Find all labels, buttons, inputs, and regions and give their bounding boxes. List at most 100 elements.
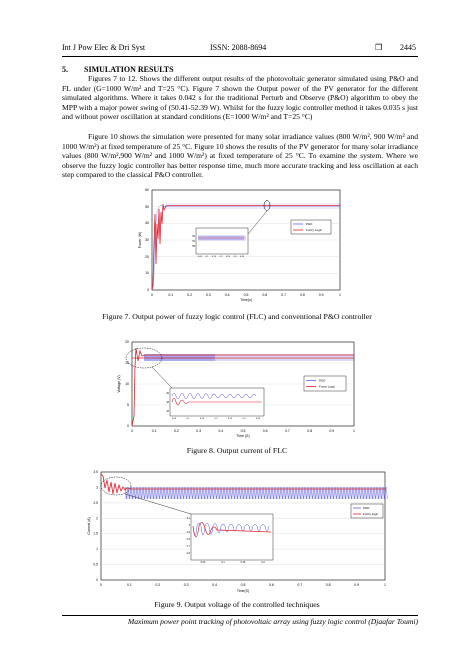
figure-8-x-tick-labels: 0 0.1 0.2 0.3 0.4 0.5 0.6 0.7 0.8 0.9 1	[131, 429, 355, 433]
x-tick-label: 0.8	[307, 429, 312, 433]
figure-8-zoom-connector	[151, 366, 173, 389]
x-tick-label: 0.2	[174, 429, 179, 433]
figure-7-po-trace	[152, 204, 340, 291]
x-tick-label: 0.8	[300, 293, 305, 297]
figure-9-x-axis-label: Time(S)	[237, 589, 249, 593]
figure-9-y-axis-label: Current (A)	[87, 517, 91, 534]
x-tick-label: 0.2	[155, 583, 160, 587]
x-tick-label: 0.1	[152, 429, 157, 433]
x-tick-label: 0.6	[263, 429, 268, 433]
x-tick-label: 0.4	[212, 583, 217, 587]
x-tick-label: 0.5	[244, 293, 249, 297]
figure-9-zoom-marker	[100, 476, 132, 496]
legend-entry-fuzzy: Fuzzy Logic	[319, 385, 336, 389]
x-tick-label: 1	[384, 583, 386, 587]
figure-9-zoom-connector	[124, 493, 192, 515]
legend-entry-po: P&O	[363, 506, 370, 510]
figure-8-caption: Figure 8. Output current of FLC	[186, 446, 288, 455]
inset-x-tick-label: 0.05	[172, 418, 177, 420]
y-tick-label: 0	[96, 578, 98, 582]
x-tick-label: 1	[353, 429, 355, 433]
figure-7-po-oscillation-band	[165, 203, 341, 209]
footer-running-title: Maximum power point tracking of photovol…	[127, 617, 418, 626]
inset-x-tick-label: 0.15	[212, 256, 217, 258]
inset-y-tick-label: 2.8	[187, 538, 191, 541]
x-tick-label: 0.2	[187, 293, 192, 297]
square-box-icon: ❒	[375, 43, 383, 52]
figure-7-x-axis-label: Time(s)	[240, 298, 252, 302]
inset-y-tick-label: 2.6	[187, 552, 191, 555]
inset-x-tick-label: 0.05	[201, 561, 206, 564]
figure-8-legend: P&O Fuzzy Logic	[303, 375, 347, 392]
figure-7-inset: 52 51 50 0.05 0.1 0.15 0.2 0.25 0.3 0.35	[192, 227, 249, 258]
x-tick-label: 0.1	[168, 293, 173, 297]
inset-x-tick-label: 0.25	[226, 256, 231, 258]
section-title: 5. SIMULATION RESULTS	[62, 65, 174, 74]
inset-y-tick-label: 2.9	[187, 531, 191, 534]
inset-x-tick-label: 0.15	[200, 418, 205, 420]
figure-7-fuzzy-trace	[151, 203, 340, 291]
figure-7-y-axis-label: Power (W)	[138, 232, 142, 249]
figure-8-po-oscillation-band	[144, 354, 354, 361]
y-tick-label: 0	[147, 288, 149, 292]
y-tick-label: 3	[96, 485, 98, 489]
footer-rule	[62, 615, 418, 616]
y-tick-label: 40	[145, 221, 149, 225]
inset-x-tick-label: 0.35	[256, 418, 261, 420]
y-tick-label: 15	[125, 361, 129, 365]
figure-9-x-tick-labels: 0 0.1 0.2 0.3 0.4 0.5 0.6 0.7 0.8 0.9 1	[100, 583, 386, 587]
x-tick-label: 0.9	[354, 583, 359, 587]
paragraph-1: Figures 7 to 12. Shows the different out…	[62, 74, 418, 122]
figure-9-caption: Figure 9. Output voltage of the controll…	[154, 600, 320, 609]
y-tick-label: 5	[127, 403, 129, 407]
x-tick-label: 0.9	[319, 293, 324, 297]
inset-x-tick-label: 0.3	[233, 256, 237, 258]
inset-y-tick-label: 2.7	[187, 545, 191, 548]
y-tick-label: 2	[96, 516, 98, 520]
y-tick-label: 30	[145, 238, 149, 242]
figure-7-legend: P&O Fuzzy Logic	[290, 219, 332, 235]
legend-entry-fuzzy: Fuzzy Logic	[306, 228, 323, 232]
figure-8-x-axis-label: Time (S)	[236, 434, 249, 438]
inset-y-tick-label: 51	[192, 240, 195, 243]
figure-7-zoom-marker	[263, 200, 271, 211]
figure-8-fuzzy-band	[132, 357, 354, 359]
figure-8-chart: 0 5 10 15 20 0 0.1 0.2 0.3 0.4 0.5 0.6 0…	[112, 336, 362, 438]
x-tick-label: 0.3	[206, 293, 211, 297]
figure-9-fuzzy-trace	[100, 473, 385, 495]
legend-entry-fuzzy: Fuzzy logic	[363, 512, 379, 516]
inset-x-tick-label: 0.2	[261, 561, 265, 564]
figure-7-chart: 0 10 20 30 40 50 60 0 0.1 0.2 0.3 0.4 0.…	[136, 184, 348, 302]
x-tick-label: 0.6	[262, 293, 267, 297]
y-tick-label: 10	[125, 382, 129, 386]
legend-entry-po: P&O	[319, 379, 326, 383]
figure-9-chart: 0 0.5 1 1.5 2 2.5 3 3.5 0 0.1 0.2 0.3 0.…	[85, 468, 393, 594]
x-tick-label: 0.6	[269, 583, 274, 587]
inset-y-tick-label: 50	[192, 245, 195, 248]
issn: ISSN: 2088-8694	[210, 43, 267, 52]
x-tick-label: 0.7	[297, 583, 302, 587]
x-tick-label: 0.4	[225, 293, 230, 297]
inset-x-tick-label: 0.15	[241, 561, 246, 564]
journal-name: Int J Pow Elec & Dri Syst	[62, 43, 146, 52]
inset-x-tick-label: 0.1	[186, 418, 190, 420]
legend-entry-po: P&O	[306, 222, 313, 226]
inset-x-tick-label: 0.1	[205, 256, 209, 258]
x-tick-label: 0.3	[184, 583, 189, 587]
y-tick-label: 20	[125, 340, 129, 344]
x-tick-label: 0	[151, 293, 153, 297]
header-rule	[62, 56, 418, 57]
figure-7-y-tick-labels: 0 10 20 30 40 50 60	[145, 188, 149, 292]
y-tick-label: 60	[145, 188, 149, 192]
figure-8-zoom-marker	[125, 347, 163, 369]
y-tick-label: 1	[96, 547, 98, 551]
inset-y-tick-label: 3.1	[187, 517, 191, 520]
figure-9-y-tick-labels: 0 0.5 1 1.5 2 2.5 3 3.5	[93, 470, 98, 582]
figure-8-y-tick-labels: 0 5 10 15 20	[125, 340, 129, 428]
inset-x-tick-label: 0.2	[214, 418, 218, 420]
figure-8-fuzzy-trace	[131, 347, 354, 427]
inset-x-tick-label: 0.35	[240, 256, 245, 258]
figure-7-caption: Figure 7. Output power of fuzzy logic co…	[102, 312, 372, 321]
inset-y-tick-label: 20	[166, 392, 169, 395]
figure-7-x-tick-labels: 0 0.1 0.2 0.3 0.4 0.5 0.6 0.7 0.8 0.9 1	[151, 293, 341, 297]
